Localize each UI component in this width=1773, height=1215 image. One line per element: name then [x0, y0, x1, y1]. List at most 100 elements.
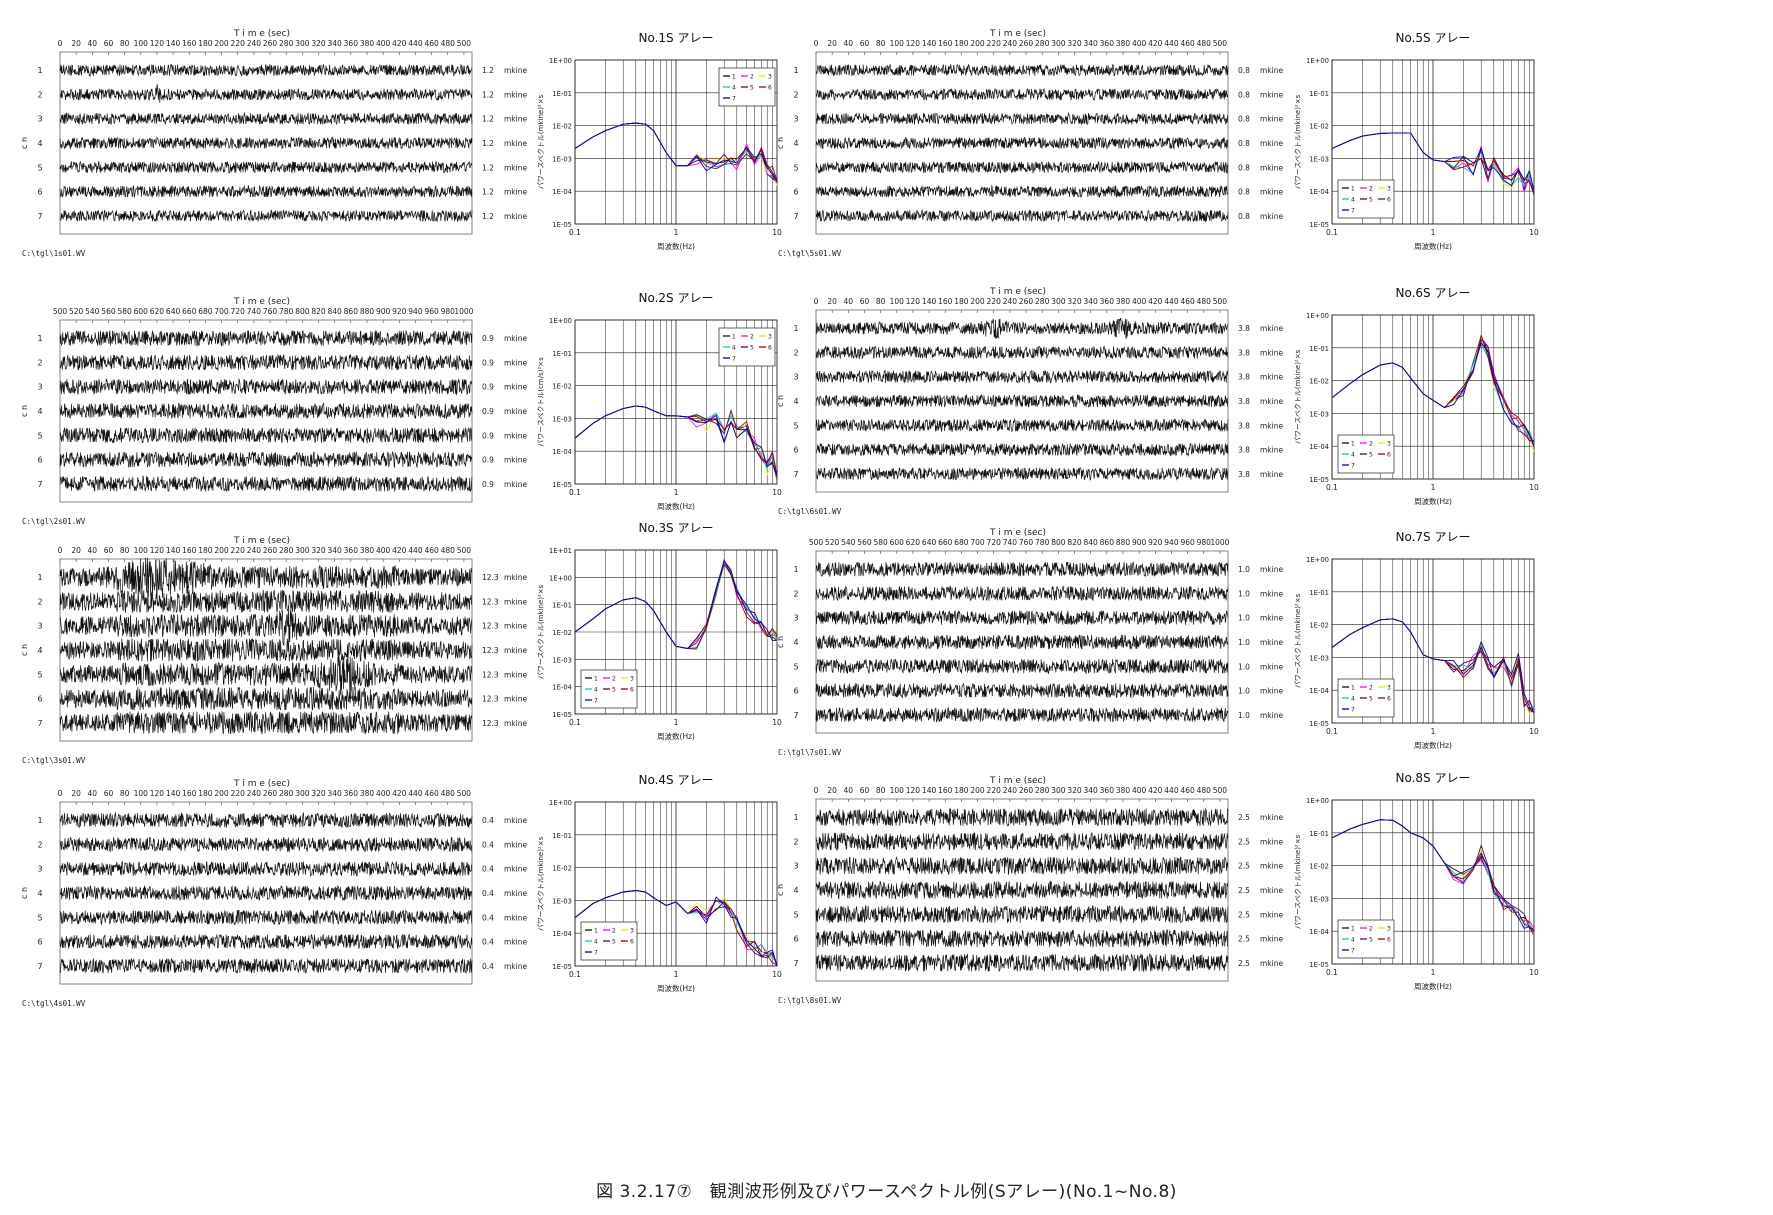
- x-tick-label: 880: [1116, 538, 1131, 547]
- channel-axis-title: c h: [778, 137, 785, 149]
- waveform-trace: [59, 329, 473, 347]
- x-tick-label: 200: [970, 39, 985, 48]
- x-tick-label: 0.1: [1326, 228, 1338, 237]
- waveform-trace: [59, 885, 473, 902]
- waveform-trace: [815, 369, 1229, 384]
- x-tick-label: 10: [1529, 228, 1539, 237]
- spectrum-title: No.7S アレー: [1396, 530, 1471, 544]
- x-tick-label: 0: [58, 39, 63, 48]
- x-tick-label: 80: [876, 39, 886, 48]
- x-tick-label: 500: [457, 546, 472, 555]
- x-tick-label: 920: [392, 307, 407, 316]
- x-tick-label: 340: [1084, 39, 1099, 48]
- scale-unit: mkine: [504, 865, 527, 874]
- scale-value: 0.4: [482, 889, 494, 898]
- channel-label: 6: [793, 687, 798, 696]
- x-tick-label: 380: [1116, 297, 1131, 306]
- waveform-svg: T i m e (sec) 0 20 40 60 80 100 120 140 160 180 200…: [778, 287, 1283, 516]
- y-tick-label: 1E-02: [552, 123, 572, 131]
- x-tick-label: 280: [279, 546, 294, 555]
- x-tick-label: 700: [970, 538, 985, 547]
- x-tick-label: 0.1: [569, 228, 581, 237]
- scale-value: 2.5: [1238, 935, 1250, 944]
- x-tick-label: 10: [1529, 968, 1539, 977]
- y-tick-label: 1E-02: [552, 865, 572, 873]
- x-tick-label: 520: [825, 538, 840, 547]
- file-name: C:\tgl\8s01.WV: [778, 996, 842, 1005]
- waveform-trace: [59, 836, 473, 853]
- x-tick-label: 180: [954, 786, 969, 795]
- scale-value: 0.4: [482, 816, 494, 825]
- x-tick-label: 160: [938, 39, 953, 48]
- waveform-trace: [59, 933, 473, 950]
- x-tick-label: 260: [263, 546, 278, 555]
- scale-unit: mkine: [1260, 837, 1283, 846]
- x-tick-label: 180: [954, 297, 969, 306]
- y-tick-label: 1E-03: [1309, 410, 1329, 418]
- spectrum-x-axis-label: 周波数(Hz): [657, 241, 695, 251]
- x-tick-label: 260: [263, 789, 278, 798]
- x-tick-label: 240: [1003, 39, 1018, 48]
- legend-label: 4: [1351, 452, 1355, 459]
- spectrum-y-axis-label: パワースペクトル(cm/s)²×s: [537, 357, 545, 447]
- scale-value: 1.0: [1238, 638, 1250, 647]
- y-tick-label: 1E-05: [1309, 720, 1329, 728]
- scale-value: 0.4: [482, 865, 494, 874]
- x-tick-label: 60: [104, 789, 114, 798]
- y-tick-label: 1E-04: [552, 930, 572, 938]
- channel-label: 7: [37, 212, 42, 221]
- x-tick-label: 500: [457, 39, 472, 48]
- channel-label: 3: [793, 862, 798, 871]
- waveform-chart-2: T i m e (sec) 500 520 540 560 580 600 620 640 660…: [22, 296, 527, 528]
- scale-unit: mkine: [504, 163, 527, 172]
- y-tick-label: 1E+00: [549, 574, 572, 582]
- x-tick-label: 600: [890, 538, 905, 547]
- scale-value: 0.9: [482, 480, 494, 489]
- spectrum-series-7: [574, 890, 778, 967]
- x-tick-label: 340: [1084, 786, 1099, 795]
- x-tick-label: 380: [1116, 39, 1131, 48]
- spectrum-series-7: [574, 405, 778, 475]
- y-tick-label: 1E-02: [1309, 622, 1329, 630]
- x-tick-label: 660: [182, 307, 197, 316]
- scale-unit: mkine: [504, 66, 527, 75]
- x-tick-label: 440: [1164, 297, 1179, 306]
- scale-unit: mkine: [1260, 163, 1283, 172]
- channel-label: 2: [793, 589, 798, 598]
- y-tick-label: 1E-01: [1309, 830, 1329, 838]
- scale-unit: mkine: [504, 573, 527, 582]
- legend-label: 2: [612, 676, 616, 683]
- spectrum-series-7: [1331, 819, 1535, 931]
- waveform-trace: [59, 638, 473, 662]
- legend-label: 7: [1351, 463, 1355, 470]
- scale-value: 3.8: [1238, 421, 1250, 430]
- waveform-trace: [59, 426, 473, 444]
- spectrum-title: No.3S アレー: [639, 521, 714, 535]
- x-tick-label: 300: [1051, 297, 1066, 306]
- legend-label: 4: [594, 939, 598, 946]
- x-tick-label: 400: [1132, 39, 1147, 48]
- x-tick-label: 460: [1180, 297, 1195, 306]
- x-tick-label: 60: [860, 39, 870, 48]
- scale-value: 1.2: [482, 66, 494, 75]
- spectrum-title: No.2S アレー: [639, 291, 714, 305]
- x-tick-label: 120: [906, 39, 921, 48]
- spectrum-x-axis-label: 周波数(Hz): [657, 983, 695, 993]
- legend: 1 2 3 4 5 6 7: [718, 67, 776, 107]
- spectrum-title: No.4S アレー: [639, 773, 714, 787]
- channel-label: 1: [793, 324, 798, 333]
- legend-label: 4: [594, 687, 598, 694]
- x-tick-label: 40: [844, 786, 854, 795]
- x-tick-label: 180: [198, 789, 213, 798]
- plot-frame: [815, 798, 1229, 982]
- x-tick-label: 460: [1180, 39, 1195, 48]
- x-tick-label: 440: [1164, 786, 1179, 795]
- legend-label: 6: [1387, 197, 1391, 204]
- waveform-chart-1: T i m e (sec) 0 20 40 60 80 100 120 140 160 180 200…: [22, 28, 527, 260]
- x-tick-label: 960: [424, 307, 439, 316]
- x-tick-label: 60: [860, 786, 870, 795]
- scale-unit: mkine: [1260, 813, 1283, 822]
- waveform-trace: [59, 605, 473, 647]
- channel-label: 4: [793, 886, 798, 895]
- y-tick-label: 1E-05: [552, 711, 572, 719]
